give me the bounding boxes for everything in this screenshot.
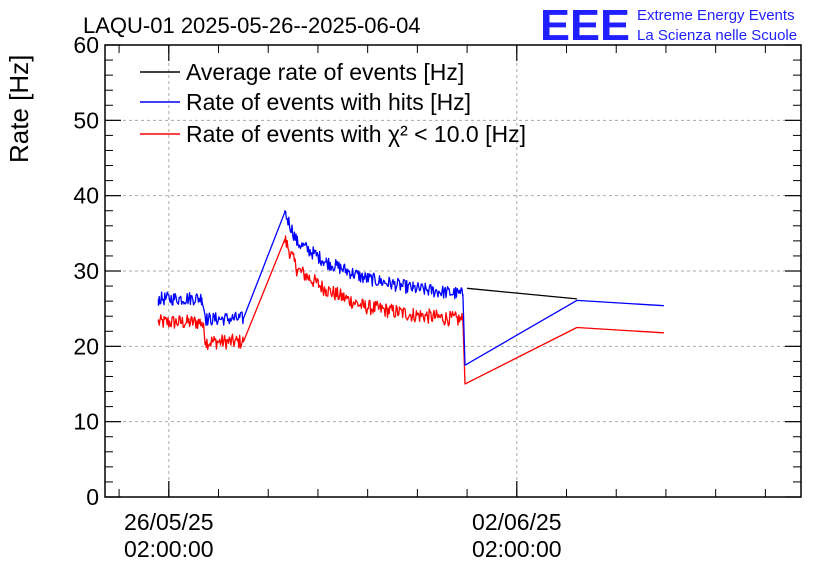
legend-entry-chi2-label: Rate of events with χ² < 10.0 [Hz] [186,121,526,147]
series-line-average [467,287,577,300]
logo-line-1: Extreme Energy Events [637,7,795,24]
y-tick-label: 10 [73,409,99,435]
legend: Average rate of events [Hz] Rate of event… [140,59,526,147]
y-tick-label: 60 [73,32,99,58]
eee-logo: EEE Extreme Energy Events La Scienza nel… [540,1,797,50]
series-line-chi2 [157,235,664,385]
x-tick-label-time: 02:00:00 [472,536,562,562]
logo-mark: EEE [540,1,630,50]
y-tick-label: 20 [73,333,99,359]
logo-line-2: La Scienza nelle Scuole [637,27,797,44]
legend-entry-hits-label: Rate of events with hits [Hz] [186,89,471,115]
grid-lines [105,45,801,497]
y-tick-label: 40 [73,183,99,209]
y-axis-label: Rate [Hz] [4,55,34,163]
x-tick-label-date: 02/06/25 [472,509,562,535]
chart-title: LAQU-01 2025-05-26--2025-06-04 [83,13,421,38]
y-tick-label: 30 [73,258,99,284]
y-tick-label: 50 [73,107,99,133]
x-tick-label-date: 26/05/25 [124,509,214,535]
x-tick-label-time: 02:00:00 [124,536,214,562]
y-tick-label: 0 [86,484,99,510]
axes-ticks: 010203040506026/05/2502:00:0002/06/2502:… [73,32,801,562]
series-line-hits [157,210,664,366]
legend-entry-average-label: Average rate of events [Hz] [186,59,464,85]
series-lines [157,210,664,385]
